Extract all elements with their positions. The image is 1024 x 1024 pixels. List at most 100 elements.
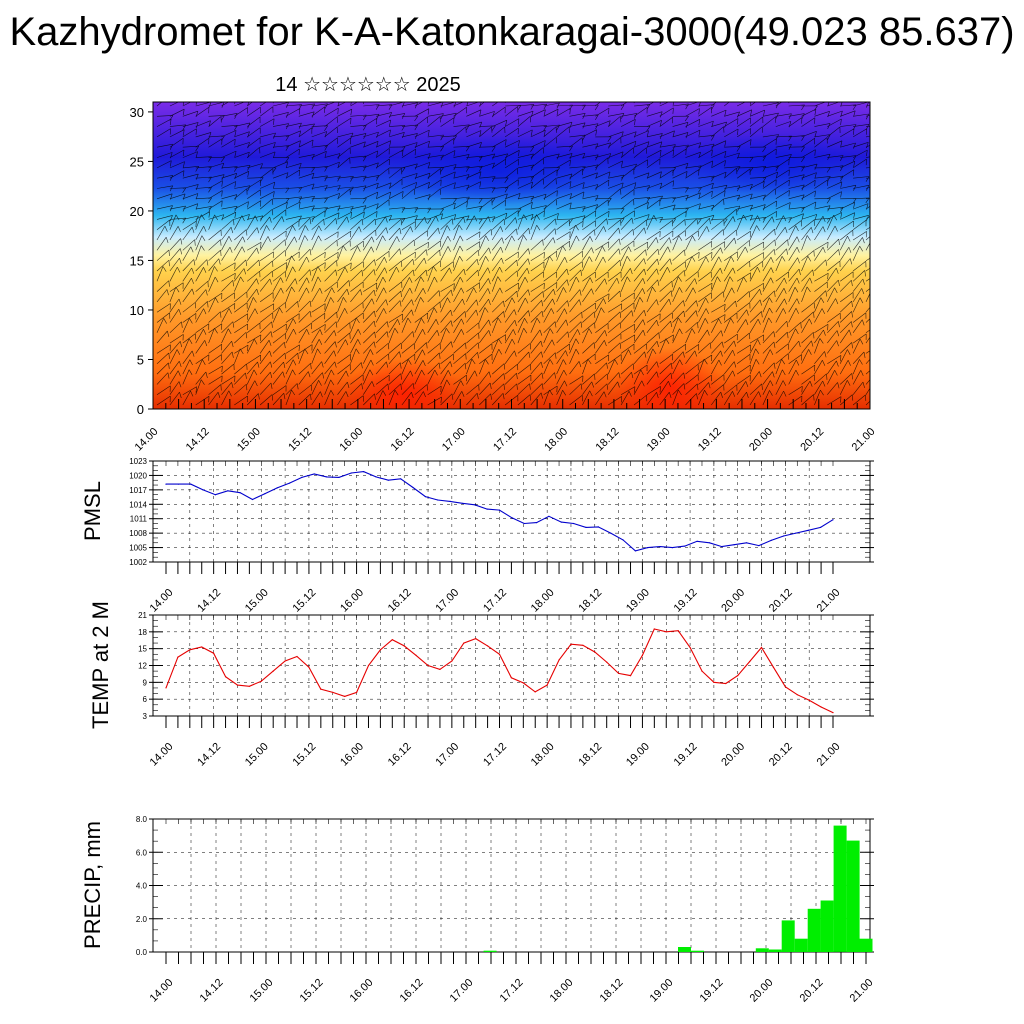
wind-barb-flag (768, 317, 773, 324)
wind-barb-flag (422, 360, 426, 367)
temp-point (737, 675, 739, 677)
pmsl-point (214, 494, 216, 496)
wind-barb (840, 110, 856, 117)
wind-barb-flag (866, 150, 868, 157)
wind-barb (272, 277, 281, 292)
wind-barb (788, 340, 800, 354)
wind-barb-flag (718, 318, 722, 325)
wind-barb-flag (642, 319, 646, 326)
wind-barb (595, 278, 606, 292)
wind-barb (427, 330, 438, 344)
wind-barb (646, 171, 662, 179)
wind-barb (246, 297, 254, 313)
wind-barb (375, 390, 384, 406)
wind-barb (556, 219, 570, 230)
wind-barb (504, 179, 519, 189)
wind-barb (530, 291, 544, 303)
wind-barb-flag (563, 359, 567, 365)
wind-barb (259, 394, 273, 406)
wind-barb-flag (191, 278, 194, 284)
heatmap-y-tick-label: 30 (130, 105, 144, 120)
wind-barb (698, 143, 715, 148)
wind-barb (620, 182, 637, 189)
wind-barb (775, 380, 784, 395)
wind-barb (401, 124, 418, 127)
wind-barb (517, 153, 534, 158)
wind-barb-flag (285, 135, 290, 141)
wind-barb (259, 382, 272, 395)
wind-barb (569, 215, 586, 220)
wind-barb (595, 102, 601, 107)
pmsl-point (684, 545, 686, 547)
wind-barb (517, 214, 524, 230)
wind-barb-flag (310, 393, 312, 400)
wind-barb (736, 291, 750, 303)
wind-barb-flag (775, 165, 779, 172)
wind-barb-flag (602, 256, 606, 263)
wind-barb (788, 213, 804, 220)
wind-barb-flag (369, 369, 374, 376)
wind-barb (375, 168, 389, 179)
wind-barb-flag (361, 362, 363, 369)
wind-barb (491, 311, 504, 323)
wind-barb (543, 124, 560, 127)
wind-barb (530, 340, 542, 354)
wind-barb-flag (634, 119, 636, 126)
wind-barb-flag (335, 218, 338, 225)
wind-barb (156, 372, 169, 385)
wind-barb (479, 111, 495, 117)
wind-barb-flag (292, 225, 296, 231)
wind-barb (724, 185, 741, 189)
wind-barb-flag (479, 130, 482, 137)
wind-barb-flag (299, 130, 301, 137)
wind-barb (453, 224, 460, 241)
wind-barb-flag (422, 288, 426, 294)
wind-barb (259, 225, 267, 241)
wind-barb (363, 259, 375, 272)
wind-barb (453, 362, 466, 375)
wind-barb (543, 237, 554, 251)
wind-barb-flag (645, 249, 647, 256)
wind-barb-flag (208, 102, 212, 108)
wind-barb (749, 311, 762, 323)
wind-barb-flag (411, 309, 414, 316)
wind-barb-flag (399, 300, 402, 307)
wind-barb (543, 339, 553, 354)
wind-barb (169, 258, 180, 272)
wind-barb-flag (706, 226, 710, 233)
wind-barb-flag (836, 360, 839, 367)
wind-barb-flag (231, 351, 234, 358)
wind-barb (401, 173, 418, 179)
wind-barb (762, 134, 779, 138)
wind-barb-flag (606, 218, 608, 225)
wind-barb (620, 310, 632, 323)
wind-barb (698, 241, 712, 251)
wind-barb (169, 138, 184, 148)
wind-barb (363, 131, 379, 138)
wind-barb-flag (554, 321, 557, 328)
wind-barb (711, 350, 721, 364)
wind-barb (646, 386, 661, 395)
wind-barb (530, 158, 544, 169)
wind-barb-flag (569, 181, 572, 188)
wind-barb-flag (474, 215, 478, 222)
wind-barb-flag (256, 289, 259, 295)
wind-barb (582, 204, 598, 210)
wind-barb (427, 301, 441, 313)
wind-barb-flag (516, 383, 518, 390)
wind-barb-flag (595, 195, 599, 202)
wind-barb (453, 353, 466, 365)
wind-barb (762, 165, 779, 169)
wind-barb-flag (782, 369, 786, 376)
wind-barb (221, 181, 236, 189)
wind-barb (504, 167, 518, 179)
wind-barb (595, 322, 609, 334)
wind-barb (749, 383, 763, 395)
wind-barb (182, 151, 198, 158)
wind-barb-flag (440, 113, 444, 120)
pmsl-point (573, 522, 575, 525)
wind-barb (466, 392, 478, 406)
wind-barb (711, 126, 724, 138)
wind-barb (298, 363, 311, 375)
wind-barb-flag (595, 129, 597, 136)
